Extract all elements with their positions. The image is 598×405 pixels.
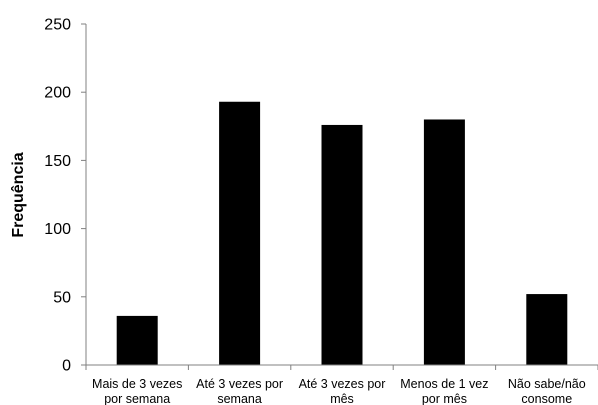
x-category-label: Mais de 3 vezes por semana: [92, 377, 182, 405]
y-tick-label: 50: [53, 289, 71, 306]
x-category-label-line: semana: [217, 392, 262, 405]
x-category-label-line: mês: [330, 392, 354, 405]
x-category-label-line: Mais de 3 vezes: [92, 377, 182, 391]
bar-1: [116, 315, 158, 365]
x-category-label-line: consome: [521, 392, 572, 405]
axes-group: [81, 23, 598, 370]
x-category-label-line: por semana: [104, 392, 170, 405]
x-category-label: Até 3 vezes por mês: [299, 377, 386, 405]
bar-5: [526, 294, 568, 365]
y-tick-label: 150: [44, 153, 71, 170]
x-category-label-line: por mês: [422, 392, 467, 405]
y-tick-label: 250: [44, 17, 71, 34]
bar-2: [219, 101, 261, 365]
x-category-label: Não sabe/não consome: [508, 377, 586, 405]
y-tick-labels: 0 50 100 150 200 250: [44, 17, 71, 375]
x-category-label-line: Até 3 vezes por: [196, 377, 283, 391]
bar-3: [321, 124, 363, 365]
bars-group: [116, 101, 568, 365]
x-category-label-line: Não sabe/não: [508, 377, 586, 391]
y-tick-label: 0: [62, 358, 71, 375]
x-category-label-line: Até 3 vezes por: [299, 377, 386, 391]
x-tick-labels: Mais de 3 vezes por semana Até 3 vezes por…: [92, 377, 586, 405]
y-tick-label: 200: [44, 85, 71, 102]
x-category-label: Até 3 vezes por semana: [196, 377, 283, 405]
y-axis-title: Frequência: [10, 152, 27, 237]
y-tick-label: 100: [44, 221, 71, 238]
bar-4: [423, 119, 465, 365]
x-category-label: Menos de 1 vez por mês: [400, 377, 488, 405]
x-category-label-line: Menos de 1 vez: [400, 377, 488, 391]
